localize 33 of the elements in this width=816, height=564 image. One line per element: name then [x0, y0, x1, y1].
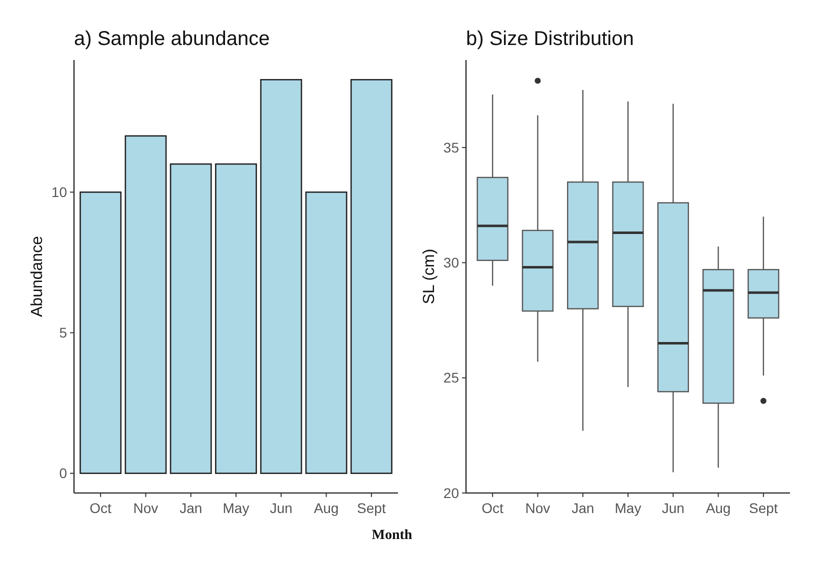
x-tick-label: Jun [270, 500, 292, 516]
x-tick-label: May [222, 500, 250, 516]
x-tick-label: Nov [133, 500, 158, 516]
x-tick-label: May [614, 500, 642, 516]
x-tick-label: Aug [314, 500, 339, 516]
x-axis-title: Month [372, 528, 412, 543]
y-tick-label: 35 [443, 139, 460, 156]
x-tick-label: Sept [357, 500, 386, 516]
y-tick-label: 20 [443, 484, 460, 501]
bar [215, 163, 257, 474]
x-tick-label: Aug [706, 500, 731, 516]
x-tick-label: Oct [90, 500, 112, 516]
bar [124, 135, 167, 474]
x-tick-label: Sept [749, 500, 778, 516]
bar [80, 192, 122, 474]
x-tick-label: Oct [482, 500, 504, 516]
chart-title: a) Sample abundance [74, 28, 270, 50]
bar [305, 192, 348, 474]
y-tick-label: 10 [51, 184, 68, 200]
bar [260, 79, 302, 474]
x-tick-label: Jan [180, 500, 202, 516]
y-axis-title: Abundance [29, 236, 46, 317]
chart-title: b) Size Distribution [466, 28, 634, 50]
y-tick-label: 5 [59, 324, 68, 341]
bar [170, 163, 212, 474]
x-tick-label: Jan [572, 500, 594, 516]
y-tick-label: 0 [59, 465, 68, 482]
x-tick-label: Jun [662, 500, 684, 516]
bar [350, 79, 392, 474]
y-tick-label: 30 [443, 254, 460, 271]
y-axis-title: SL (cm) [421, 248, 438, 304]
y-tick-label: 25 [443, 370, 460, 386]
x-tick-label: Nov [525, 500, 550, 516]
